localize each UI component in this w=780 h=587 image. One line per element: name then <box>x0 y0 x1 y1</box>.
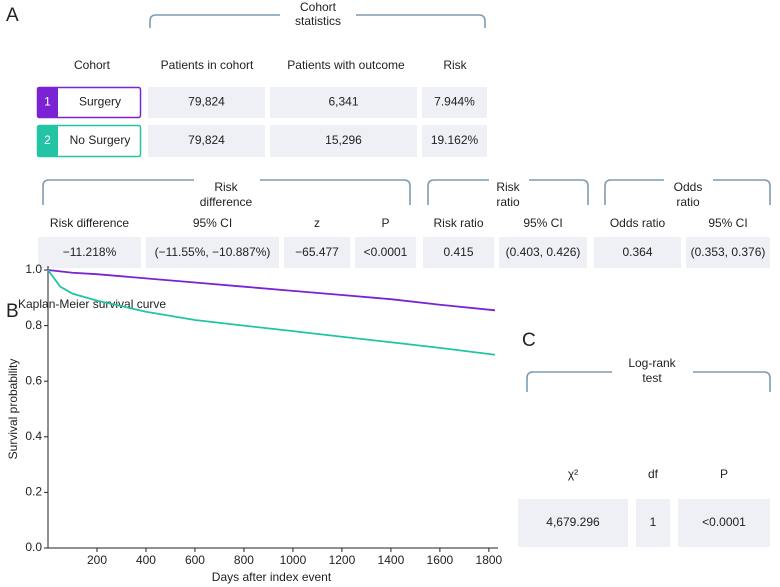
cohort-tag <box>37 87 58 118</box>
bracket-title: Odds <box>674 180 703 194</box>
cohort-index: 2 <box>44 133 51 147</box>
column-header: 95% CI <box>708 216 747 230</box>
table-cell <box>270 125 417 157</box>
column-header: Patients in cohort <box>161 58 254 72</box>
column-header: Cohort <box>74 58 111 72</box>
table-cell <box>284 237 350 268</box>
column-header: df <box>648 467 659 481</box>
cell-value: 79,824 <box>188 95 225 109</box>
bracket-title: statistics <box>295 14 341 28</box>
table-cell <box>422 125 487 157</box>
cohort-tag <box>37 125 58 157</box>
x-tick-label: 1000 <box>280 553 307 567</box>
column-header: Risk <box>443 58 467 72</box>
column-header: 95% CI <box>193 216 232 230</box>
bracket <box>149 14 486 28</box>
x-tick-label: 200 <box>87 553 107 567</box>
panel-label: B <box>6 301 19 322</box>
column-header: Odds ratio <box>610 216 666 230</box>
bracket-title: Risk <box>496 180 520 194</box>
table-cell <box>355 237 416 268</box>
bracket-title: difference <box>200 195 253 209</box>
table-cell <box>148 87 265 118</box>
table-cell <box>594 237 681 268</box>
bracket-title: Log-rank <box>628 356 676 370</box>
y-tick-label: 0.4 <box>25 429 42 443</box>
column-header: Risk ratio <box>433 216 483 230</box>
bracket-title: Risk <box>214 180 238 194</box>
table-cell <box>148 125 265 157</box>
x-axis-label: Days after index event <box>212 570 332 584</box>
bracket <box>526 371 771 392</box>
table-cell <box>38 237 141 268</box>
cohort-name: No Surgery <box>70 133 131 147</box>
x-tick-label: 400 <box>136 553 156 567</box>
y-axis-label: Survival probability <box>6 359 20 460</box>
x-tick-label: 800 <box>234 553 254 567</box>
cell-value: 19.162% <box>431 133 479 147</box>
cell-value: (0.353, 0.376) <box>691 245 766 259</box>
x-tick-label: 600 <box>185 553 205 567</box>
x-tick-label: 1200 <box>329 553 356 567</box>
column-header: Risk difference <box>50 216 129 230</box>
cell-value: 4,679.296 <box>546 515 600 529</box>
column-header: z <box>314 216 320 230</box>
survival-curve <box>47 269 496 312</box>
column-header: 95% CI <box>523 216 562 230</box>
cell-value: 0.415 <box>443 245 473 259</box>
survival-curve <box>47 269 496 356</box>
cell-value: 7.944% <box>434 95 475 109</box>
cell-value: −65.477 <box>295 245 339 259</box>
cell-value: 0.364 <box>622 245 652 259</box>
y-tick-label: 0.8 <box>25 318 42 332</box>
bracket <box>427 179 589 205</box>
table-cell <box>686 237 770 268</box>
table-cell <box>146 237 279 268</box>
cohort-name: Surgery <box>79 95 121 109</box>
cell-value: (0.403, 0.426) <box>506 245 581 259</box>
panel-label: C <box>522 330 536 351</box>
y-tick-label: 1.0 <box>25 262 42 276</box>
bracket-title: ratio <box>676 195 700 209</box>
bracket-title: ratio <box>496 195 520 209</box>
x-tick-label: 1600 <box>427 553 454 567</box>
panel-label: A <box>6 5 19 26</box>
table-cell <box>499 237 587 268</box>
column-header: P <box>381 216 389 230</box>
table-cell <box>270 87 417 118</box>
x-tick-label: 1800 <box>476 553 503 567</box>
cell-value: 15,296 <box>325 133 362 147</box>
cohort-index: 1 <box>44 95 51 109</box>
bracket-title: Cohort <box>300 0 337 14</box>
cell-value: 6,341 <box>328 95 358 109</box>
cell-value: <0.0001 <box>364 245 408 259</box>
table-cell <box>423 237 494 268</box>
y-tick-label: 0.2 <box>25 485 42 499</box>
column-header: P <box>720 467 728 481</box>
table-cell <box>636 499 670 547</box>
cell-value: 79,824 <box>188 133 225 147</box>
cell-value: −11.218% <box>63 245 117 259</box>
table-cell <box>422 87 487 118</box>
column-header: χ² <box>568 467 578 481</box>
column-header: Patients with outcome <box>287 58 405 72</box>
cell-value: (−11.55%, −10.887%) <box>155 245 271 259</box>
cell-value: <0.0001 <box>702 515 746 529</box>
table-cell <box>518 499 628 547</box>
bracket <box>604 179 771 205</box>
bracket <box>42 179 411 205</box>
y-tick-label: 0.6 <box>25 373 42 387</box>
table-cell <box>678 499 770 547</box>
cell-value: 1 <box>650 515 657 529</box>
bracket-title: test <box>642 371 662 385</box>
y-tick-label: 0.0 <box>25 540 42 554</box>
x-tick-label: 1400 <box>378 553 405 567</box>
